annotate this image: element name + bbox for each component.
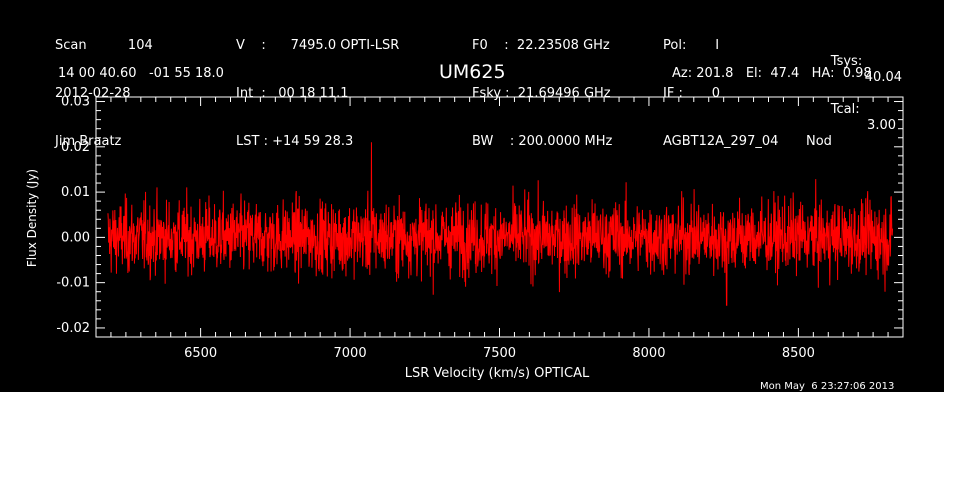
x-axis-label: LSR Velocity (km/s) OPTICAL — [405, 366, 590, 381]
x-tick-label: 6500 — [184, 346, 217, 361]
spectrum-trace — [107, 142, 894, 306]
header-tcal-value: 3.00 — [867, 118, 896, 133]
header-coordinates: 14 00 40.60 -01 55 18.0 — [58, 66, 224, 81]
spectrum-panel: Scan 104 2012-02-28 Jim Braatz V : 7495.… — [0, 0, 944, 392]
header-tsys-label: Tsys: — [830, 54, 863, 69]
header-velocity: V : 7495.0 OPTI-LSR — [236, 38, 400, 53]
header-tsys-value: 40.04 — [864, 70, 902, 85]
header-azel: Az: 201.8 El: 47.4 HA: 0.98 — [672, 66, 872, 81]
header-scan-block: Scan 104 2012-02-28 Jim Braatz — [55, 6, 153, 182]
header-pol-block: Pol: I IF : 0 AGBT12A_297_04 — [663, 6, 778, 182]
x-tick-label: 7000 — [334, 346, 367, 361]
header-tsys-block: Tsys: 40.04 Tcal: 3.00 Nod — [806, 6, 902, 182]
header-observer: Jim Braatz — [55, 134, 122, 149]
header-if: IF : 0 — [663, 86, 721, 101]
header-pol: Pol: I — [663, 38, 720, 53]
x-tick-label: 8500 — [782, 346, 815, 361]
source-title: UM625 — [439, 61, 506, 83]
header-tcal-label: Tcal: — [830, 102, 860, 117]
plot-axes: 6500 7000 7500 8000 8500 -0.02 -0.01 0.00 0.01 0.… — [56, 95, 904, 361]
x-tick-label: 8000 — [632, 346, 665, 361]
header-bw: BW : 200.0000 MHz — [472, 134, 613, 149]
spectrum-line — [107, 142, 894, 306]
timestamp: Mon May 6 23:27:06 2013 — [760, 381, 895, 392]
header-project: AGBT12A_297_04 — [663, 134, 779, 149]
spectrum-chart: 6500 7000 7500 8000 8500 -0.02 -0.01 0.00 0.01 0.… — [25, 95, 904, 381]
y-tick-label: -0.02 — [56, 321, 90, 336]
y-axis-label: Flux Density (Jy) — [25, 169, 39, 267]
x-tick-label: 7500 — [483, 346, 516, 361]
y-tick-label: 0.01 — [61, 185, 90, 200]
y-tick-label: 0.02 — [61, 140, 90, 155]
y-tick-label: 0.00 — [61, 230, 90, 245]
header-scan: Scan 104 — [55, 38, 153, 53]
header-f0: F0 : 22.23508 GHz — [472, 38, 610, 53]
y-tick-label: -0.01 — [56, 276, 90, 291]
header-mode: Nod — [806, 134, 832, 149]
y-tick-label: 0.03 — [61, 95, 90, 110]
header-lst: LST : +14 59 28.3 — [236, 134, 354, 149]
